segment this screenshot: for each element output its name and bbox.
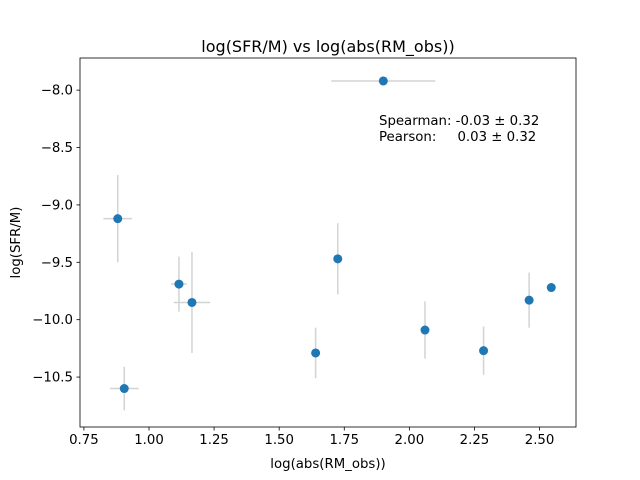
y-axis-label: log(SFR/M) [9,207,24,279]
x-tick-label: 1.75 [329,433,359,448]
data-point [187,297,197,307]
x-axis-label: log(abs(RM_obs)) [270,457,385,472]
pearson-annotation: Pearson: 0.03 ± 0.32 [379,130,536,145]
y-tick-label: −10.0 [32,313,73,328]
x-tick-label: 1.00 [134,433,164,448]
data-point [479,346,489,356]
y-tick-label: −9.0 [41,198,73,213]
x-tick-label: 2.25 [460,433,490,448]
plot-area [79,57,577,428]
spearman-annotation: Spearman: -0.03 ± 0.32 [379,114,539,129]
y-axis-ticks: −8.0 −8.5 −9.0 −9.5 −10.0 −10.5 [32,84,80,386]
data-point [333,254,343,264]
x-tick-label: 1.50 [264,433,294,448]
data-point [311,348,321,358]
x-tick-label: 2.00 [395,433,425,448]
data-point [174,279,184,289]
y-tick-label: −9.5 [41,256,73,271]
x-tick-label: 1.25 [199,433,229,448]
data-point [119,384,129,394]
y-tick-label: −8.5 [41,141,73,156]
y-tick-label: −8.0 [41,84,73,99]
data-point [524,295,534,305]
data-point [378,76,388,86]
data-point [420,325,430,335]
x-tick-label: 2.50 [525,433,555,448]
x-tick-label: 0.75 [69,433,99,448]
chart-title: log(SFR/M) vs log(abs(RM_obs)) [201,37,454,57]
data-point [546,283,556,293]
data-point [113,214,123,224]
data-points [113,76,556,394]
x-axis-ticks: 0.75 1.00 1.25 1.50 1.75 2.00 2.25 2.50 [69,427,554,448]
y-tick-label: −10.5 [32,371,73,386]
